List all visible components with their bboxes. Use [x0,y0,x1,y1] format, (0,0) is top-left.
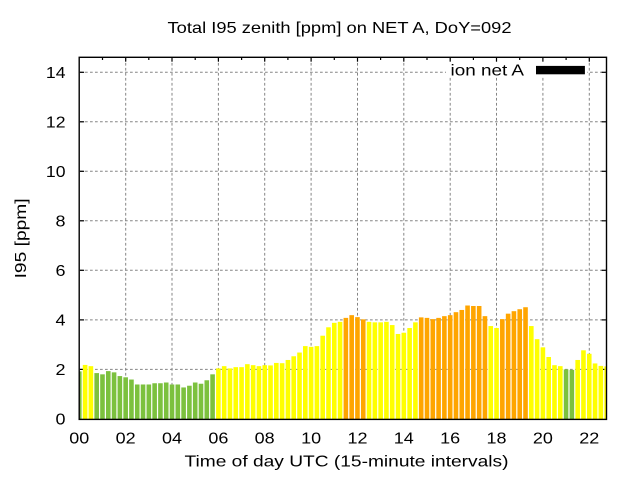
svg-text:2: 2 [56,362,66,379]
svg-text:04: 04 [162,430,182,447]
svg-text:ion net A: ion net A [451,62,525,79]
svg-text:16: 16 [440,430,460,447]
svg-text:22: 22 [579,430,599,447]
svg-text:00: 00 [69,430,89,447]
svg-text:I95 [ppm]: I95 [ppm] [13,198,30,278]
svg-text:14: 14 [394,430,414,447]
svg-text:12: 12 [46,114,66,131]
svg-text:4: 4 [56,313,66,330]
svg-text:10: 10 [301,430,321,447]
svg-text:08: 08 [255,430,275,447]
svg-text:10: 10 [46,164,66,181]
svg-text:6: 6 [56,263,66,280]
svg-text:Total I95 zenith [ppm] on NET: Total I95 zenith [ppm] on NET A, DoY=092 [168,20,512,37]
svg-text:12: 12 [348,430,368,447]
svg-text:14: 14 [46,65,66,82]
svg-text:20: 20 [533,430,553,447]
svg-text:0: 0 [56,412,66,429]
svg-text:02: 02 [116,430,136,447]
svg-text:18: 18 [487,430,507,447]
svg-text:8: 8 [56,213,66,230]
svg-text:06: 06 [208,430,228,447]
svg-text:Time of day UTC (15-minute int: Time of day UTC (15-minute intervals) [185,453,509,470]
